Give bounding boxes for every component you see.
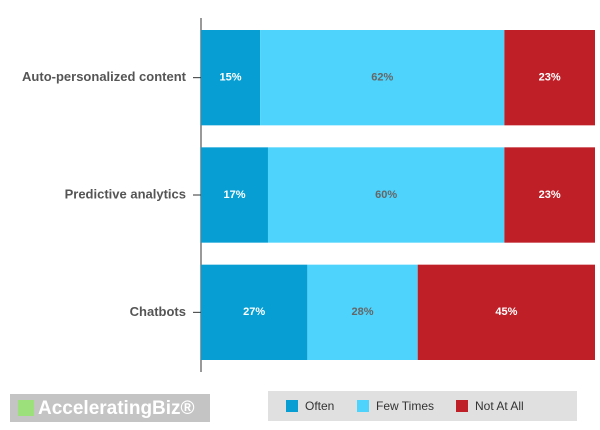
- bar-segment: [201, 30, 261, 126]
- value-label: 62%: [371, 72, 393, 84]
- legend-box: [268, 391, 577, 421]
- legend-label: Not At All: [475, 399, 524, 413]
- bar-segment: [267, 147, 505, 243]
- bar-segment: [307, 264, 418, 360]
- bar-segment: [504, 147, 595, 243]
- value-label: 60%: [375, 189, 397, 201]
- legend-label: Few Times: [376, 399, 434, 413]
- logo-icon: [18, 400, 34, 416]
- value-label: 15%: [220, 72, 242, 84]
- bar-segment: [201, 147, 268, 243]
- legend-swatch: [456, 400, 468, 412]
- category-label: Predictive analytics: [65, 186, 186, 201]
- logo-background: [10, 394, 210, 422]
- category-label: Chatbots: [130, 304, 186, 319]
- bar-segment: [260, 30, 505, 126]
- value-label: 27%: [243, 306, 265, 318]
- value-label: 23%: [539, 189, 561, 201]
- legend-swatch: [357, 400, 369, 412]
- value-label: 28%: [352, 306, 374, 318]
- category-label: Auto-personalized content: [22, 69, 187, 84]
- bar-segment: [201, 264, 308, 360]
- value-label: 23%: [539, 72, 561, 84]
- value-label: 17%: [223, 189, 245, 201]
- legend-swatch: [286, 400, 298, 412]
- value-label: 45%: [495, 306, 517, 318]
- bar-segment: [504, 30, 595, 126]
- bar-segment: [417, 264, 595, 360]
- logo: AcceleratingBiz®: [38, 398, 195, 419]
- legend-label: Often: [305, 399, 334, 413]
